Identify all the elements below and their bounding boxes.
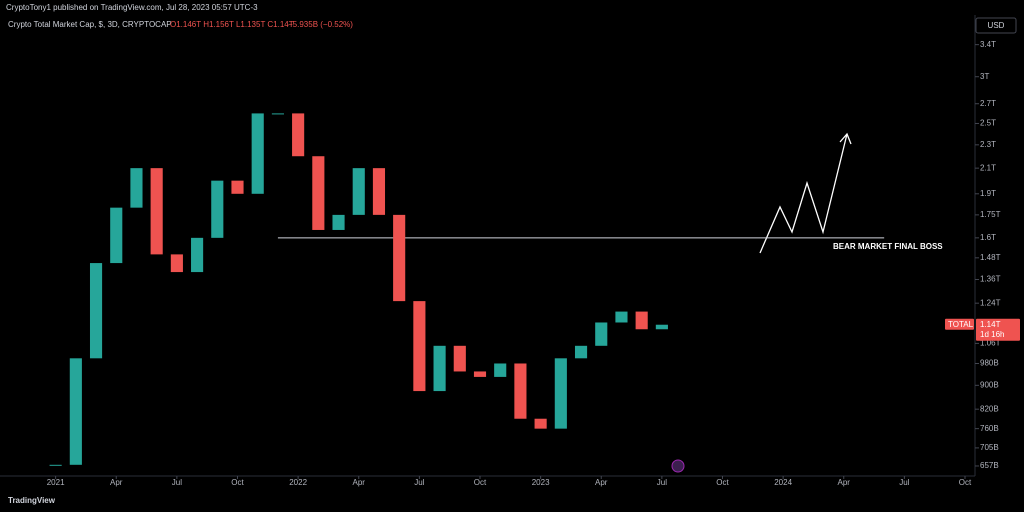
- y-tick-label: 1.6T: [980, 233, 996, 242]
- candle: [332, 214, 345, 230]
- candle: [231, 180, 244, 194]
- y-tick-label: 2.1T: [980, 163, 996, 172]
- y-tick-label: 2.5T: [980, 119, 996, 128]
- y-tick-label: 760B: [980, 424, 999, 433]
- candle: [635, 311, 648, 330]
- y-tick-label: 820B: [980, 404, 999, 413]
- candle: [191, 237, 204, 273]
- event-icon[interactable]: [671, 459, 685, 473]
- candle: [514, 363, 527, 419]
- y-tick-label: 1.75T: [980, 210, 1001, 219]
- candle: [130, 168, 143, 208]
- y-tick-label: 1.06T: [980, 338, 1001, 347]
- y-tick-label: 1.48T: [980, 253, 1001, 262]
- candle: [211, 180, 224, 238]
- candle: [453, 345, 466, 372]
- candle: [89, 263, 103, 359]
- candle: [312, 156, 325, 230]
- x-tick-label: 2023: [532, 478, 550, 487]
- y-tick-label: 2.3T: [980, 140, 996, 149]
- candle: [292, 113, 305, 157]
- candle: [494, 363, 507, 377]
- y-tick-label: 2.7T: [980, 99, 996, 108]
- x-tick-label: Apr: [110, 478, 123, 487]
- candle: [110, 207, 123, 264]
- currency-label[interactable]: USD: [988, 21, 1005, 30]
- x-tick-label: Apr: [353, 478, 366, 487]
- candle: [271, 113, 284, 115]
- x-tick-label: 2021: [47, 478, 65, 487]
- symbol-box: [945, 318, 974, 330]
- x-tick-label: 2022: [289, 478, 307, 487]
- level-annotation: BEAR MARKET FINAL BOSS: [833, 242, 943, 251]
- y-tick-label: 3.4T: [980, 40, 996, 49]
- symbol-title: Crypto Total Market Cap, $, 3D, CRYPTOCA…: [8, 20, 172, 29]
- x-tick-label: Apr: [595, 478, 608, 487]
- candle: [595, 322, 608, 346]
- y-tick-label: 3T: [980, 72, 989, 81]
- arrow-head: [839, 132, 852, 145]
- symbol-label: TOTAL: [948, 320, 974, 329]
- candle: [534, 418, 547, 429]
- x-tick-label: Oct: [474, 478, 487, 487]
- candle: [372, 168, 386, 215]
- candle: [473, 371, 487, 377]
- candle: [615, 311, 628, 323]
- x-tick-label: Apr: [838, 478, 851, 487]
- x-tick-label: Oct: [716, 478, 729, 487]
- candle: [352, 168, 365, 215]
- x-tick-label: Jul: [899, 478, 909, 487]
- x-tick-label: Jul: [172, 478, 182, 487]
- candle: [655, 324, 668, 330]
- candle: [393, 214, 406, 302]
- last-price-label: 1.14T: [980, 320, 1001, 329]
- candle: [69, 358, 82, 465]
- y-tick-label: 1.36T: [980, 275, 1001, 284]
- x-tick-label: Oct: [959, 478, 972, 487]
- ohlc: O1.146T H1.156T L1.135T C1.14T: [170, 20, 294, 29]
- candle: [413, 301, 426, 392]
- x-tick-label: 2024: [774, 478, 792, 487]
- candle: [433, 345, 446, 392]
- last-price-line-box: [976, 318, 1020, 341]
- y-tick-label: 900B: [980, 380, 999, 389]
- y-tick-label: 657B: [980, 461, 999, 470]
- x-tick-label: Oct: [231, 478, 244, 487]
- x-tick-label: Jul: [657, 478, 667, 487]
- publisher-line: CryptoTony1 published on TradingView.com…: [6, 3, 258, 12]
- candle: [554, 358, 567, 429]
- countdown: 1d 16h: [980, 330, 1004, 339]
- x-tick-label: Jul: [414, 478, 424, 487]
- candle: [251, 113, 264, 194]
- y-tick-label: 1.9T: [980, 189, 996, 198]
- footer-logo: TradingView: [8, 496, 56, 505]
- candle: [170, 254, 183, 273]
- y-tick-label: 1.24T: [980, 298, 1001, 307]
- y-tick-label: 705B: [980, 443, 999, 452]
- y-tick-label: 980B: [980, 359, 999, 368]
- candle: [574, 345, 588, 359]
- candle: [49, 464, 62, 466]
- candle: [150, 168, 163, 255]
- currency-button[interactable]: [975, 17, 1017, 34]
- change: −5.935B (−0.52%): [288, 20, 353, 29]
- projection-arrow: [759, 133, 848, 254]
